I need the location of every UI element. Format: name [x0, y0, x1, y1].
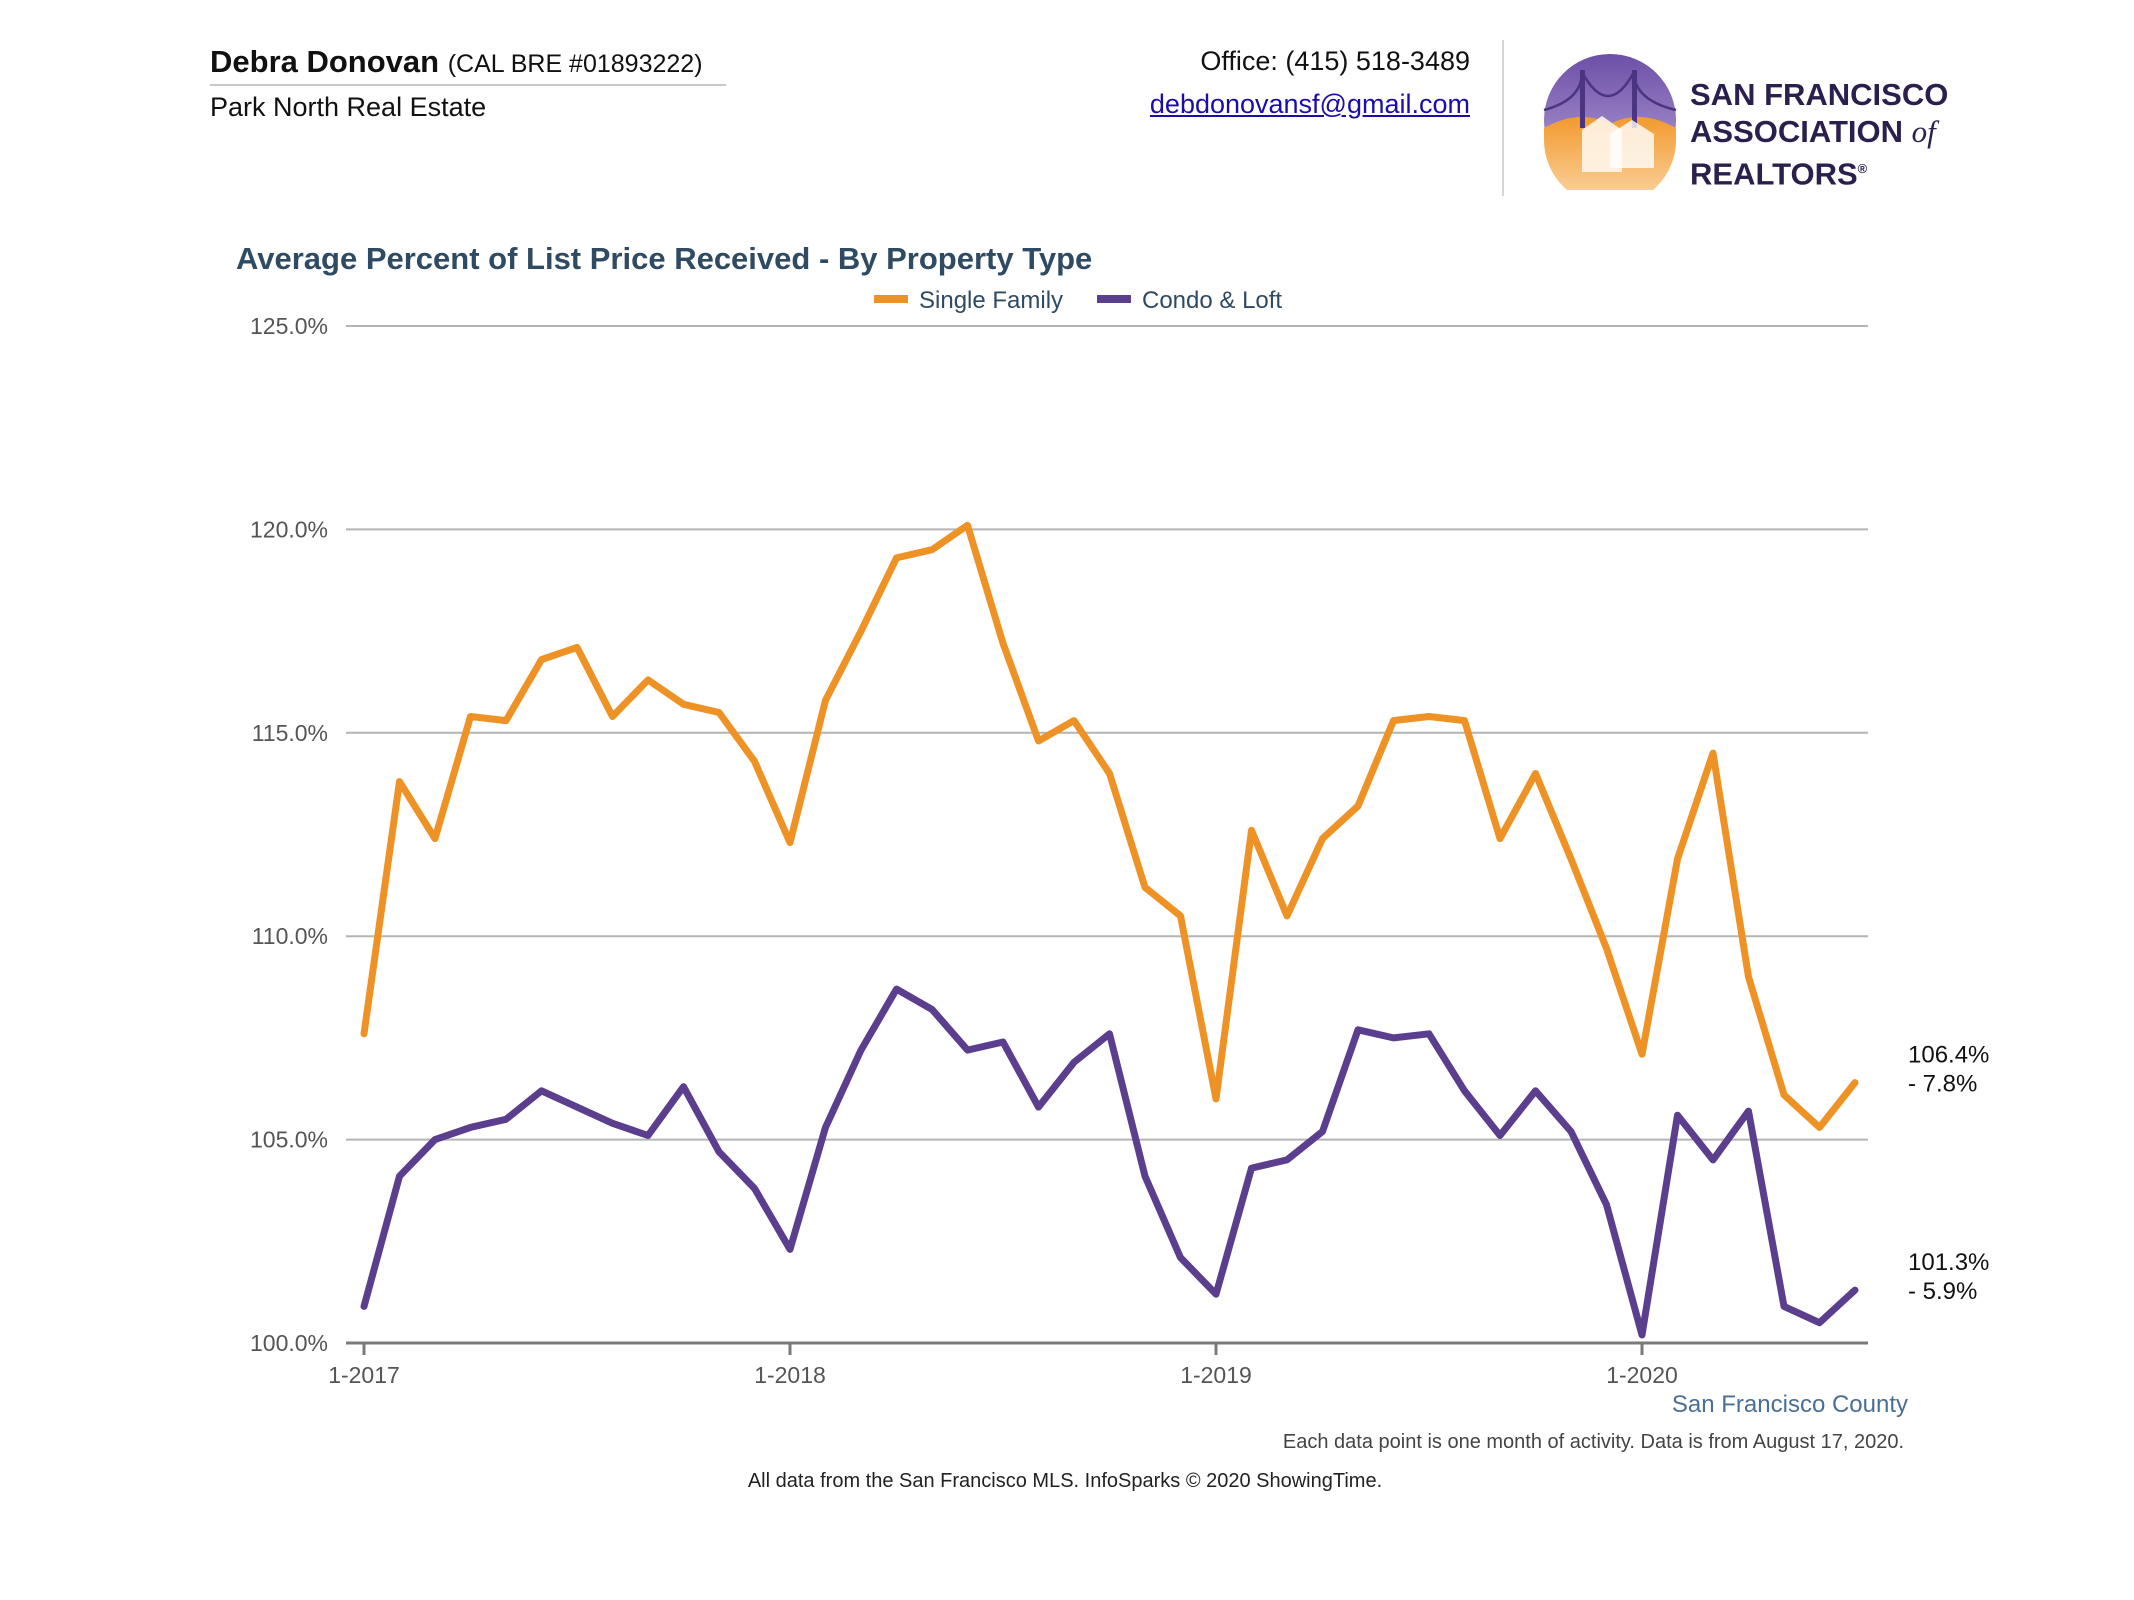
series-lines — [360, 521, 1859, 1339]
series-line-condo-loft — [360, 985, 1859, 1339]
end-value-label-condo-loft: 101.3% — [1908, 1249, 1989, 1276]
x-axis: 1-2017 1-2018 1-2019 1-2020 — [328, 1343, 1678, 1388]
legend-swatch-single-family — [874, 295, 908, 303]
contact-block: Office: (415) 518-3489 debdonovansf@gmai… — [1150, 46, 1470, 120]
legend-swatch-condo-loft — [1097, 295, 1131, 303]
header-divider — [210, 84, 726, 86]
agent-name: Debra Donovan (CAL BRE #01893222) — [210, 44, 703, 80]
logo-line-2: ASSOCIATION of REALTORS® — [1690, 114, 1936, 192]
office-phone: Office: (415) 518-3489 — [1200, 46, 1470, 76]
x-tick-label: 1-2020 — [1606, 1362, 1678, 1388]
y-tick-label: 120.0% — [250, 516, 328, 542]
source-note: All data from the San Francisco MLS. Inf… — [748, 1470, 1382, 1492]
x-tick-label: 1-2018 — [754, 1362, 826, 1388]
sfar-logo-emblem-icon — [1543, 54, 1677, 206]
region-label: San Francisco County — [1672, 1391, 1908, 1418]
x-tick-label: 1-2017 — [328, 1362, 400, 1388]
end-change-label-condo-loft: - 5.9% — [1908, 1278, 1977, 1305]
sfar-logo: SAN FRANCISCO ASSOCIATION of REALTORS® — [1540, 50, 2100, 206]
y-axis-labels: 100.0% 105.0% 110.0% 115.0% 120.0% 125.0% — [250, 313, 328, 1356]
header-vertical-divider — [1502, 40, 1504, 196]
legend: Single Family Condo & Loft — [874, 287, 1282, 314]
y-tick-label: 105.0% — [250, 1127, 328, 1153]
end-labels: 106.4%- 7.8% 101.3%- 5.9% — [1908, 1042, 1989, 1305]
email-link[interactable]: debdonovansf@gmail.com — [1149, 89, 1470, 119]
brokerage-name: Park North Real Estate — [210, 92, 487, 122]
end-value-label-single-family: 106.4% — [1908, 1042, 1989, 1069]
legend-label-condo-loft: Condo & Loft — [1142, 287, 1282, 314]
series-line-single-family — [360, 521, 1859, 1131]
y-tick-label: 110.0% — [252, 923, 328, 949]
end-change-label-single-family: - 7.8% — [1908, 1071, 1977, 1098]
data-note: Each data point is one month of activity… — [1283, 1431, 1904, 1453]
y-tick-label: 125.0% — [250, 313, 328, 339]
sfar-logo-text: SAN FRANCISCO ASSOCIATION of REALTORS® — [1690, 76, 2100, 192]
grid — [346, 325, 1868, 1345]
chart-title: Average Percent of List Price Received -… — [236, 241, 1092, 276]
x-tick-label: 1-2019 — [1180, 1362, 1252, 1388]
legend-label-single-family: Single Family — [919, 287, 1063, 314]
logo-line-1: SAN FRANCISCO — [1690, 77, 1949, 112]
agent-license: (CAL BRE #01893222) — [447, 50, 703, 78]
y-tick-label: 115.0% — [252, 720, 328, 746]
y-tick-label: 100.0% — [250, 1330, 328, 1356]
agent-name-text: Debra Donovan — [210, 44, 440, 79]
